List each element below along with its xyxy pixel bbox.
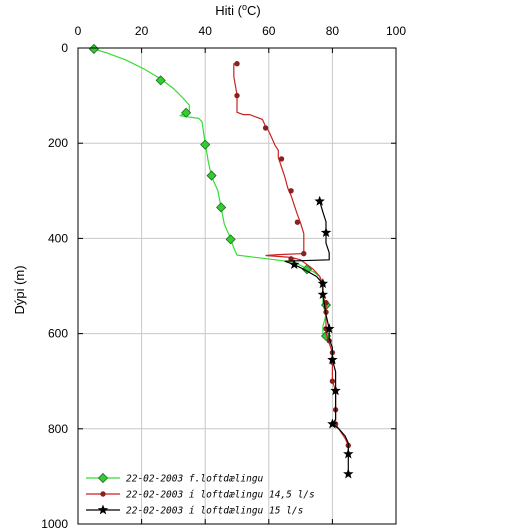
data-point (329, 378, 336, 384)
data-point (216, 202, 227, 213)
data-point (181, 107, 192, 118)
legend-swatch-marker (100, 491, 106, 497)
data-point (234, 61, 240, 67)
legend-swatch-marker (97, 504, 109, 515)
data-point (278, 156, 285, 162)
x-tick-label: 60 (262, 24, 276, 38)
series-loftdaelingu-15 (284, 195, 354, 479)
data-point (327, 354, 338, 365)
x-axis-title-main: Hiti ( (215, 3, 242, 18)
series-line (284, 201, 349, 474)
y-tick-label: 0 (61, 41, 68, 55)
series-fyrir-loftdaelingu (88, 43, 332, 342)
legend-label: 22-02-2003 f.loftdælingu (126, 474, 264, 485)
x-axis-title: Hiti (oC) (215, 2, 260, 18)
data-point (200, 139, 211, 150)
y-tick-label: 600 (48, 327, 68, 341)
data-point (234, 92, 240, 99)
y-tick-labels: 0 200 400 600 800 1000 (41, 41, 68, 531)
legend-entry: 22-02-2003 í loftdælingu 14,5 l/s (86, 490, 315, 501)
x-tick-label: 0 (75, 24, 82, 38)
y-tick-label: 200 (48, 136, 68, 150)
x-tick-label: 40 (199, 24, 213, 38)
x-tick-label: 20 (135, 24, 149, 38)
legend: 22-02-2003 f.loftdælingu 22-02-2003 í lof… (86, 472, 315, 517)
data-point (88, 43, 99, 55)
legend-swatch-marker (97, 472, 109, 484)
legend-label: 22-02-2003 í loftdælingu 14,5 l/s (126, 490, 315, 501)
y-tick-label: 400 (48, 231, 68, 245)
data-point (225, 234, 236, 245)
data-point (155, 75, 166, 86)
y-tick-label: 1000 (41, 517, 68, 531)
x-tick-labels: 0 20 40 60 80 100 (75, 24, 407, 38)
data-point (343, 448, 354, 459)
y-tick-label: 800 (48, 422, 68, 436)
data-point (317, 278, 329, 289)
data-point (301, 264, 313, 275)
data-point (206, 170, 217, 181)
data-point (289, 259, 300, 269)
legend-label: 22-02-2003 í loftdælingu 15 l/s (126, 506, 303, 517)
data-point (288, 188, 294, 194)
data-point (343, 468, 354, 479)
y-axis-title: Dýpi (m) (12, 265, 27, 314)
data-point (294, 219, 301, 225)
x-tick-label: 100 (386, 24, 406, 38)
data-point (327, 418, 338, 429)
series-lines (88, 43, 354, 479)
legend-entry: 22-02-2003 f.loftdælingu (86, 472, 264, 485)
legend-entry: 22-02-2003 í loftdælingu 15 l/s (86, 504, 303, 517)
data-point (324, 323, 335, 334)
data-point (262, 125, 269, 131)
data-point (314, 195, 325, 206)
x-axis-title-unit: C) (247, 3, 261, 18)
data-point (320, 227, 332, 238)
data-point (330, 385, 341, 396)
x-tick-label: 80 (326, 24, 340, 38)
plot-frame (77, 47, 397, 525)
data-point (317, 289, 329, 299)
x-axis-title-sup: o (242, 2, 247, 12)
data-point (301, 250, 307, 257)
